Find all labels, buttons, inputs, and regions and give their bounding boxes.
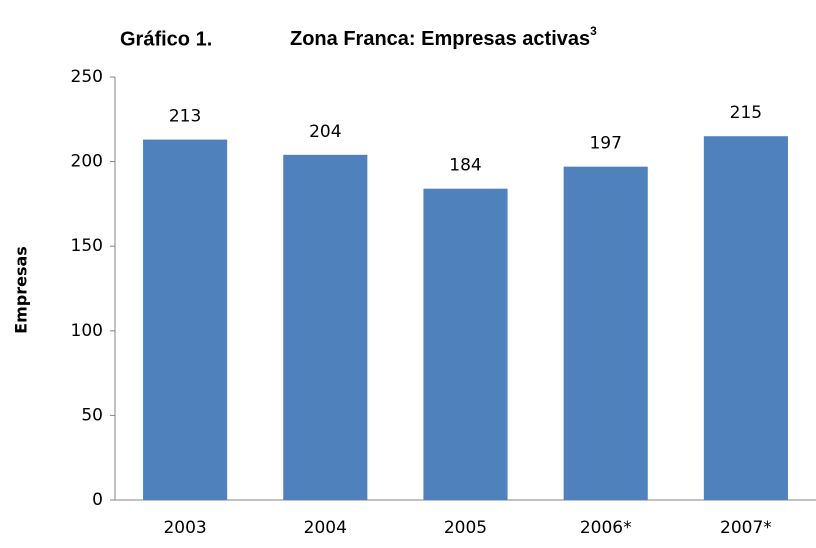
bar — [283, 154, 368, 500]
y-tick-label: 0 — [92, 490, 103, 510]
bar — [423, 188, 508, 500]
x-tick-label: 2006* — [580, 518, 632, 538]
chart-title: Zona Franca: Empresas activas3 — [290, 24, 597, 50]
bar — [143, 139, 228, 500]
x-tick-label: 2004 — [304, 518, 347, 538]
bar — [563, 166, 648, 500]
data-label: 197 — [589, 134, 621, 154]
chart-label: Gráfico 1. — [120, 28, 212, 50]
x-tick-label: 2003 — [163, 518, 206, 538]
y-tick-label: 50 — [81, 405, 103, 425]
data-label: 213 — [169, 107, 201, 127]
bar — [703, 136, 788, 500]
y-tick-label: 200 — [71, 152, 103, 172]
y-tick-label: 250 — [71, 67, 103, 87]
data-label: 184 — [449, 156, 481, 176]
x-tick-label: 2007* — [720, 518, 772, 538]
y-axis-label: Empresas — [12, 246, 31, 334]
data-label: 204 — [309, 122, 341, 142]
y-tick-label: 100 — [71, 321, 103, 341]
y-tick-label: 150 — [71, 236, 103, 256]
title-superscript: 3 — [590, 24, 597, 38]
x-tick-label: 2005 — [444, 518, 487, 538]
data-label: 215 — [730, 103, 762, 123]
title-text: Zona Franca: Empresas activas — [290, 28, 590, 50]
